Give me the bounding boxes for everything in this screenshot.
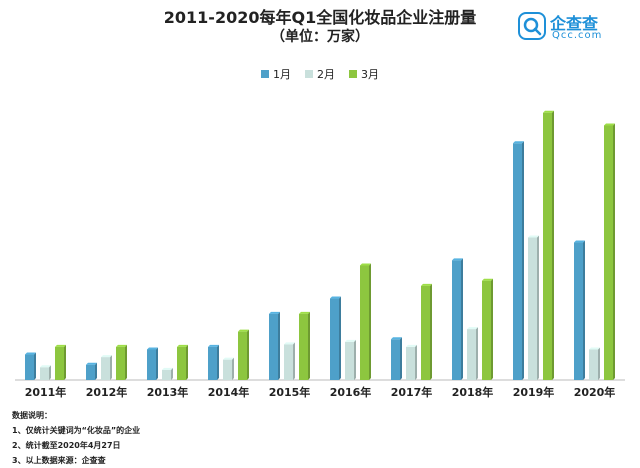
bar-3-2 — [116, 344, 127, 380]
bar-3-9 — [543, 110, 554, 381]
bar-2-2 — [101, 355, 112, 380]
bar-2-6 — [345, 339, 356, 380]
bar-2-9 — [528, 235, 539, 380]
magnifier-q-icon — [518, 12, 546, 40]
bar-3-5 — [299, 311, 310, 380]
x-tick-label: 2018年 — [452, 385, 494, 399]
notes-item-2: 2、统计截至2020年4月27日 — [12, 441, 121, 450]
bar-2-4 — [223, 357, 234, 380]
bar-1-5 — [269, 311, 280, 380]
page-title: 2011-2020每年Q1全国化妆品企业注册量 — [163, 8, 477, 27]
bar-1-6 — [330, 296, 341, 380]
notes-heading: 数据说明： — [12, 411, 52, 420]
brand-domain: Qcc.com — [552, 30, 603, 41]
bar-2-10 — [589, 347, 600, 380]
bar-2-1 — [40, 365, 51, 380]
x-tick-label: 2017年 — [391, 385, 433, 399]
bar-2-5 — [284, 342, 295, 380]
x-tick-label: 2020年 — [574, 385, 616, 399]
legend-item-feb: 2月 — [305, 66, 335, 82]
bar-3-1 — [55, 344, 66, 380]
legend-swatch-mar — [349, 70, 357, 78]
legend-label-jan: 1月 — [273, 68, 291, 81]
legend-item-mar: 3月 — [349, 66, 379, 82]
legend-swatch-feb — [305, 70, 313, 78]
bar-2-7 — [406, 344, 417, 380]
x-tick-label: 2013年 — [147, 385, 189, 399]
x-tick-label: 2019年 — [513, 385, 555, 399]
bar-3-4 — [238, 329, 249, 380]
bar-3-3 — [177, 344, 188, 380]
bar-1-3 — [147, 347, 158, 380]
x-tick-label: 2011年 — [25, 385, 67, 399]
legend-label-mar: 3月 — [361, 68, 379, 81]
legend-swatch-jan — [261, 70, 269, 78]
x-tick-label: 2016年 — [330, 385, 372, 399]
bar-1-10 — [574, 240, 585, 380]
bar-1-2 — [86, 362, 97, 380]
notes-item-3: 3、以上数据来源：企查查 — [12, 456, 106, 465]
bar-3-6 — [360, 263, 371, 380]
legend-label-feb: 2月 — [317, 68, 335, 81]
brand-name: 企查查 — [550, 14, 599, 33]
bar-2-8 — [467, 327, 478, 380]
bar-3-10 — [604, 123, 615, 381]
chart-legend: 1月 2月 3月 — [0, 66, 640, 82]
x-tick-label: 2014年 — [208, 385, 250, 399]
data-notes: 数据说明： 1、仅统计关键词为“化妆品”的企业 2、统计截至2020年4月27日… — [12, 408, 140, 468]
bar-1-4 — [208, 344, 219, 380]
bar-1-1 — [25, 352, 36, 380]
legend-item-jan: 1月 — [261, 66, 291, 82]
bar-1-8 — [452, 258, 463, 380]
brand-logo: 企查查 Qcc.com — [518, 8, 628, 48]
x-tick-label: 2012年 — [86, 385, 128, 399]
bar-2-3 — [162, 367, 173, 380]
notes-item-1: 1、仅统计关键词为“化妆品”的企业 — [12, 426, 141, 435]
bar-3-7 — [421, 283, 432, 380]
bar-3-8 — [482, 278, 493, 380]
bar-1-9 — [513, 141, 524, 380]
page-subtitle: （单位：万家） — [271, 29, 369, 45]
x-tick-label: 2015年 — [269, 385, 311, 399]
bar-1-7 — [391, 337, 402, 380]
